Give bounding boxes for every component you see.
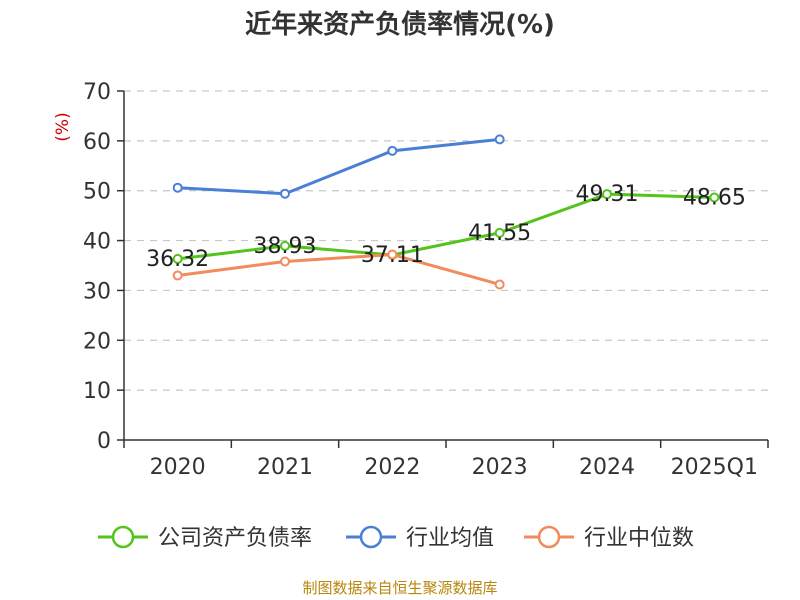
source-note: 制图数据来自恒生聚源数据库 bbox=[302, 579, 497, 597]
legend: 公司资产负债率 行业均值 行业中位数 bbox=[98, 525, 694, 551]
x-tick-label: 2023 bbox=[472, 455, 528, 480]
series-line-1 bbox=[177, 137, 500, 196]
y-tick-label: 50 bbox=[83, 180, 111, 205]
series-point-0 bbox=[602, 189, 612, 200]
legend-label-0: 公司资产负债率 bbox=[158, 526, 312, 551]
chart-title: 近年来资产负债率情况(%) bbox=[245, 9, 555, 40]
data-label: 37.11 bbox=[361, 243, 424, 268]
data-label: 41.55 bbox=[468, 221, 531, 246]
y-tick-label: 10 bbox=[83, 379, 111, 404]
legend-marker-2 bbox=[537, 525, 561, 549]
x-tick-label: 2025Q1 bbox=[671, 455, 758, 480]
series-line-0 bbox=[177, 192, 715, 261]
grid bbox=[124, 90, 768, 391]
x-tick-label: 2021 bbox=[257, 455, 313, 480]
series-point-0 bbox=[172, 253, 183, 264]
y-tick-label: 40 bbox=[83, 230, 111, 255]
x-tick-label: 2020 bbox=[150, 455, 206, 480]
y-tick-label: 20 bbox=[83, 329, 111, 354]
legend-label-2: 行业中位数 bbox=[584, 526, 694, 551]
y-tick-label: 70 bbox=[83, 80, 111, 105]
series-point-1 bbox=[494, 134, 505, 145]
series-point-1 bbox=[172, 182, 183, 193]
legend-label-1: 行业均值 bbox=[406, 526, 494, 551]
data-label: 49.31 bbox=[576, 182, 639, 207]
legend-marker-1 bbox=[359, 525, 383, 549]
series-point-2 bbox=[494, 279, 505, 290]
series-point-2 bbox=[387, 249, 398, 260]
legend-marker-0 bbox=[111, 525, 135, 549]
x-tick-label: 2022 bbox=[364, 455, 420, 480]
axes: 0 10 20 30 40 50 60 70 2020 2021 2022 2023 2024 2025Q… bbox=[83, 80, 769, 480]
x-tick-label: 2024 bbox=[579, 455, 635, 480]
series bbox=[172, 134, 720, 290]
data-labels: 36.32 38.93 37.11 41.55 49.31 48.65 bbox=[146, 182, 746, 272]
data-label: 38.93 bbox=[254, 234, 317, 259]
y-tick-label: 30 bbox=[83, 279, 111, 304]
series-point-1 bbox=[387, 145, 398, 156]
series-point-0 bbox=[709, 192, 720, 203]
series-point-2 bbox=[280, 256, 290, 267]
y-tick-label: 0 bbox=[97, 429, 111, 454]
data-label: 48.65 bbox=[683, 185, 746, 210]
series-point-1 bbox=[280, 188, 290, 199]
series-point-2 bbox=[172, 270, 183, 281]
data-label: 36.32 bbox=[146, 247, 209, 272]
y-tick-label: 60 bbox=[83, 130, 111, 155]
y-axis-unit: (%) bbox=[53, 112, 73, 141]
series-point-0 bbox=[280, 240, 290, 251]
series-line-2 bbox=[177, 253, 501, 286]
series-point-0 bbox=[494, 227, 505, 238]
